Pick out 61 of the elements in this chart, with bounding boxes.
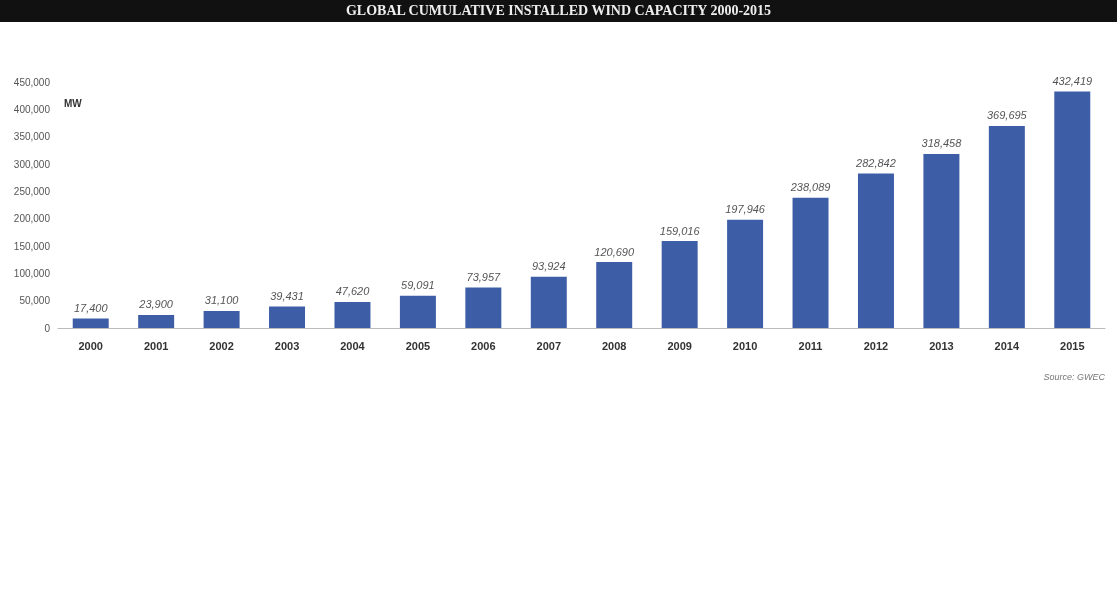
x-tick-label: 2001 [143, 339, 169, 352]
y-tick-label: 400,000 [13, 103, 51, 115]
data-label: 23,900 [138, 298, 174, 311]
data-label: 93,924 [531, 260, 566, 273]
bar [334, 301, 371, 328]
x-tick-label: 2012 [863, 339, 889, 352]
data-label: 17,400 [73, 301, 109, 314]
data-label: 31,100 [204, 294, 240, 307]
x-tick-label: 2015 [1060, 339, 1085, 352]
data-label: 238,089 [789, 181, 831, 194]
bar [269, 306, 306, 328]
data-label: 197,946 [725, 203, 766, 216]
x-tick-label: 2004 [340, 339, 366, 352]
x-tick-label: 2005 [405, 339, 431, 352]
x-tick-label: 2008 [601, 339, 627, 352]
y-tick-label: 300,000 [13, 158, 51, 170]
y-tick-label: 100,000 [13, 267, 51, 279]
x-tick-label: 2007 [536, 339, 562, 352]
y-tick-label: 150,000 [13, 240, 51, 252]
y-tick-label: 0 [44, 322, 51, 334]
x-tick-label: 2006 [471, 339, 496, 352]
y-tick-label: 450,000 [13, 76, 51, 88]
data-label: 120,690 [594, 245, 635, 258]
chart-title: GLOBAL CUMULATIVE INSTALLED WIND CAPACITY 2000-2015 [0, 0, 1117, 22]
data-label: 282,842 [855, 156, 896, 169]
bar [465, 287, 502, 328]
x-tick-label: 2003 [274, 339, 300, 352]
data-label: 318,458 [921, 137, 963, 150]
x-tick-label: 2002 [209, 339, 234, 352]
y-tick-label: 200,000 [13, 213, 51, 225]
bar [399, 295, 436, 328]
source-note: Source: GWEC [1043, 372, 1105, 382]
bar [923, 153, 960, 328]
data-label: 59,091 [401, 279, 435, 292]
y-tick-label: 350,000 [13, 131, 51, 143]
bar [727, 219, 764, 328]
bar [792, 197, 829, 328]
y-tick-label: 50,000 [19, 295, 51, 307]
bar [596, 262, 633, 328]
x-tick-label: 2014 [994, 339, 1020, 352]
bar [530, 276, 567, 328]
data-label: 39,431 [270, 289, 304, 302]
data-label: 159,016 [659, 224, 701, 237]
bar [988, 125, 1025, 328]
data-label: 47,620 [335, 285, 371, 298]
bar [1054, 91, 1091, 328]
x-tick-label: 2009 [667, 339, 692, 352]
bar [203, 311, 240, 328]
bar [72, 318, 109, 328]
data-label: 369,695 [986, 109, 1028, 122]
y-axis-title: MW [64, 97, 83, 109]
x-tick-label: 2013 [929, 339, 954, 352]
data-label: 432,419 [1052, 75, 1093, 88]
x-tick-label: 2011 [798, 339, 823, 352]
y-tick-label: 250,000 [13, 185, 51, 197]
x-tick-label: 2000 [78, 339, 103, 352]
bar [661, 241, 698, 328]
bar [138, 314, 175, 328]
data-label: 73,957 [466, 271, 502, 284]
x-tick-label: 2010 [732, 339, 758, 352]
bar [857, 173, 894, 328]
